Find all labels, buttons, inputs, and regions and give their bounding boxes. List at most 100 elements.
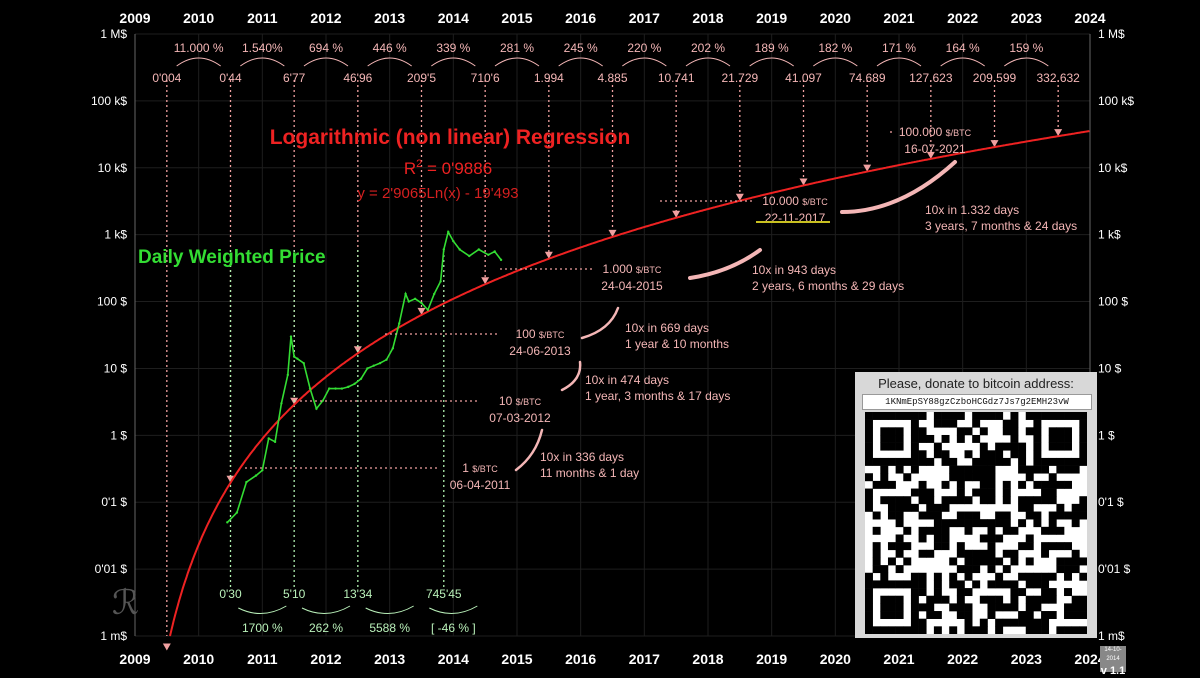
regression-formula: y = 2'9065Ln(x) - 19'493 — [357, 185, 518, 202]
r-squared: R2 = 0'9886 — [404, 158, 492, 178]
qr-module — [865, 572, 873, 581]
qr-module — [926, 611, 935, 619]
qr-module — [933, 595, 942, 604]
interval-detail: 1 year & 10 months — [625, 337, 729, 351]
qr-module — [1064, 557, 1072, 566]
qr-module — [1064, 465, 1072, 474]
qr-module — [887, 580, 896, 589]
qr-module — [865, 419, 873, 428]
qr-module — [1079, 503, 1087, 512]
price-point — [273, 440, 277, 444]
qr-module — [941, 534, 950, 543]
y-tick-label-right: 100 $ — [1098, 295, 1128, 309]
x-tick-label-top: 2013 — [374, 10, 405, 26]
price-point — [433, 292, 436, 296]
qr-module — [872, 511, 881, 520]
x-tick-label-bottom: 2015 — [501, 651, 532, 667]
qr-module — [910, 427, 919, 436]
qr-module — [1010, 557, 1019, 566]
qr-module — [987, 457, 996, 466]
milestone-price-unit: $/BTC — [636, 265, 662, 275]
qr-module — [872, 549, 881, 558]
qr-module — [865, 588, 873, 597]
qr-module — [1079, 412, 1087, 420]
qr-module — [926, 503, 935, 512]
qr-module — [880, 580, 889, 589]
interval-detail: 1 year, 3 months & 17 days — [585, 389, 730, 403]
qr-module — [979, 626, 988, 634]
price-point — [334, 387, 337, 390]
qr-module — [865, 442, 873, 451]
top-growth-percent: 339 % — [436, 41, 470, 55]
top-growth-value: 209'5 — [407, 71, 436, 85]
qr-module — [895, 580, 904, 589]
qr-module — [865, 473, 873, 482]
qr-module — [979, 488, 988, 497]
qr-module — [895, 534, 904, 543]
qr-module — [1018, 442, 1027, 451]
top-growth-value: 1.994 — [534, 71, 564, 85]
qr-module — [1064, 588, 1072, 597]
qr-module — [887, 503, 896, 512]
qr-module — [910, 603, 919, 612]
qr-module — [1025, 557, 1034, 566]
qr-module — [1018, 503, 1027, 512]
top-growth-arrow — [558, 57, 603, 67]
qr-module — [903, 557, 912, 566]
qr-module — [972, 565, 981, 574]
qr-module — [880, 496, 889, 505]
milestone-price: 1.000 $/BTC — [603, 262, 662, 276]
qr-module — [995, 572, 1004, 581]
version-badge: 14-10-2014 v 1.1 — [1100, 646, 1126, 677]
qr-code — [865, 412, 1087, 634]
qr-module — [949, 626, 958, 634]
x-tick-label-top: 2009 — [119, 10, 150, 26]
milestone-price-unit: $/BTC — [946, 128, 972, 138]
qr-module — [918, 496, 927, 505]
bitcoin-address[interactable]: 1KNmEpSY88gzCzboHCGdz7Js7g2EMH23vW — [862, 394, 1092, 410]
qr-module — [941, 496, 950, 505]
qr-module — [1064, 542, 1072, 551]
qr-module — [956, 480, 965, 489]
qr-module — [910, 618, 919, 627]
qr-module — [887, 611, 896, 619]
qr-module — [972, 557, 981, 566]
qr-module — [987, 549, 996, 558]
interval-arrow — [688, 248, 762, 280]
qr-module — [987, 465, 996, 474]
qr-module — [995, 618, 1004, 627]
price-point — [398, 322, 401, 325]
qr-module — [918, 626, 927, 634]
qr-module — [1064, 611, 1072, 619]
top-growth-value: 74.689 — [849, 71, 886, 85]
qr-module — [887, 557, 896, 566]
qr-module — [1056, 557, 1065, 566]
qr-module — [979, 618, 988, 627]
guide-arrow-head — [863, 164, 872, 172]
interval-detail: 2 years, 6 months & 29 days — [752, 279, 904, 293]
qr-module — [872, 480, 881, 489]
qr-module — [979, 519, 988, 528]
qr-module — [1079, 611, 1087, 619]
qr-module — [972, 434, 981, 443]
qr-module — [1048, 434, 1057, 443]
qr-module — [918, 618, 927, 627]
qr-module — [895, 542, 904, 551]
qr-module — [910, 626, 919, 634]
qr-module — [941, 457, 950, 466]
qr-module — [926, 526, 935, 535]
x-tick-label-bottom: 2010 — [183, 651, 214, 667]
qr-module — [1010, 595, 1019, 604]
qr-module — [995, 412, 1004, 420]
qr-module — [987, 519, 996, 528]
top-growth-percent: 171 % — [882, 41, 916, 55]
qr-module — [972, 473, 981, 482]
qr-module — [1010, 434, 1019, 443]
qr-module — [872, 457, 881, 466]
price-point — [404, 292, 407, 296]
qr-module — [995, 519, 1004, 528]
regression-title: Logarithmic (non linear) Regression — [270, 126, 631, 149]
qr-module — [956, 473, 965, 482]
qr-module — [972, 511, 981, 520]
price-point — [372, 364, 375, 367]
